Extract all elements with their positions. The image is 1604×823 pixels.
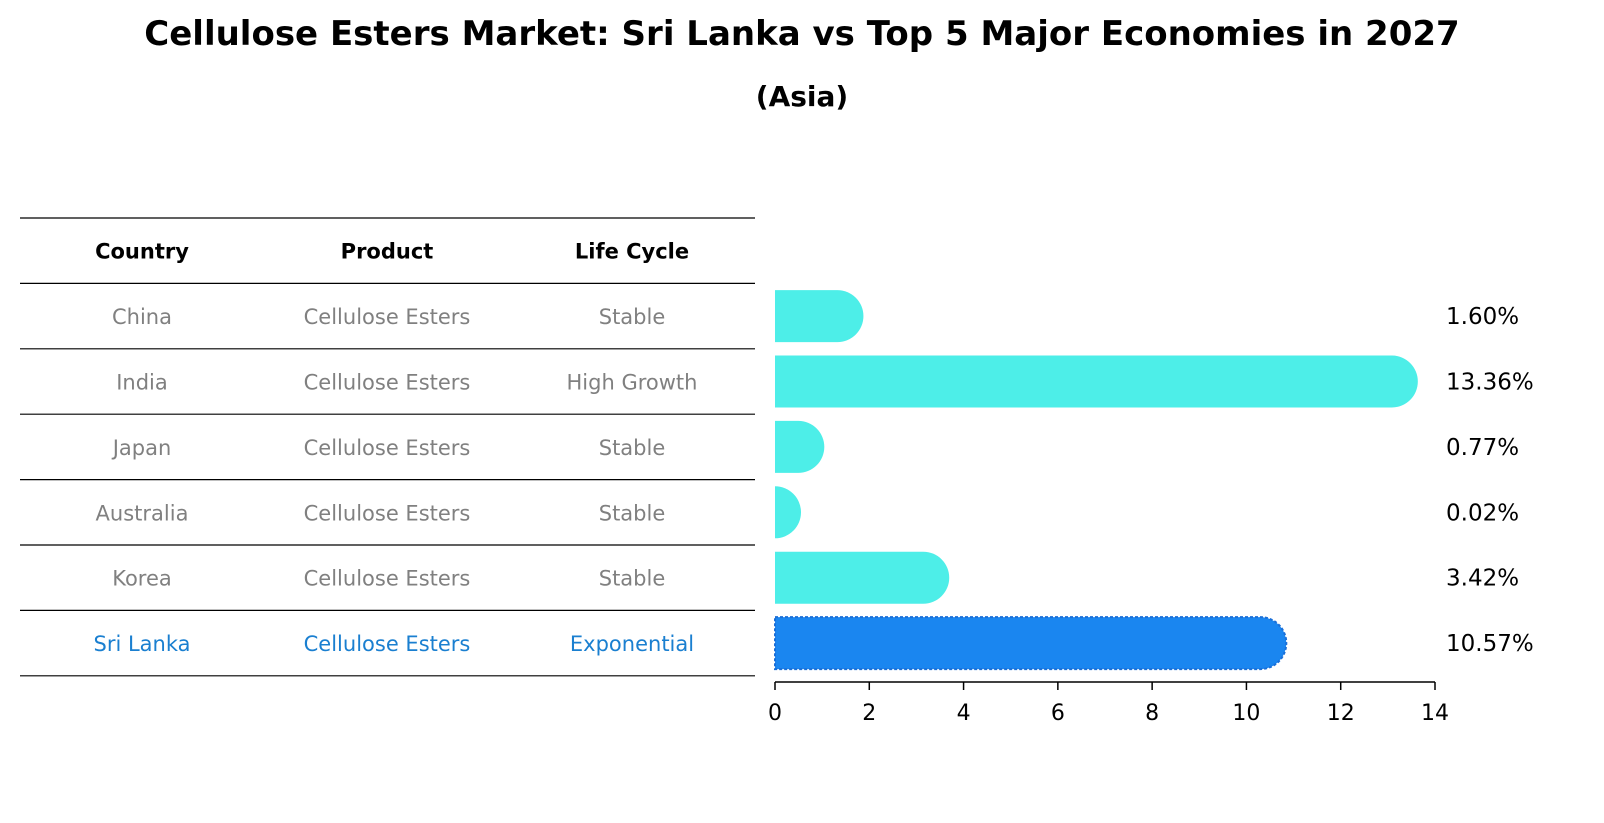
country-cell: China <box>112 305 172 329</box>
country-cell: Australia <box>96 501 189 525</box>
x-tick-label: 14 <box>1421 701 1449 726</box>
life-cycle-header: Life Cycle <box>575 240 689 264</box>
product-cell: Cellulose Esters <box>304 567 471 591</box>
x-tick-label: 12 <box>1327 701 1355 726</box>
life-cycle-cell: Stable <box>599 567 666 591</box>
chart-subtitle: (Asia) <box>755 80 849 113</box>
bar-australia <box>775 486 801 539</box>
product-cell: Cellulose Esters <box>304 501 471 525</box>
life-cycle-cell: High Growth <box>567 371 698 395</box>
bar-sri-lanka <box>774 616 1288 671</box>
chart-title: Cellulose Esters Market: Sri Lanka vs To… <box>144 14 1460 54</box>
value-label: 1.60% <box>1446 304 1519 330</box>
product-cell: Cellulose Esters <box>304 371 471 395</box>
product-cell: Cellulose Esters <box>304 632 471 656</box>
x-tick-label: 10 <box>1232 701 1260 726</box>
x-tick-label: 4 <box>957 701 971 726</box>
bar-korea <box>775 551 950 604</box>
life-cycle-cell: Stable <box>599 436 666 460</box>
value-label: 13.36% <box>1446 370 1534 396</box>
bar-india <box>775 355 1418 408</box>
life-cycle-cell: Exponential <box>570 632 694 656</box>
country-cell: India <box>116 371 168 395</box>
value-label: 0.02% <box>1446 500 1519 526</box>
country-cell: Sri Lanka <box>93 632 190 656</box>
x-tick-label: 2 <box>862 701 876 726</box>
product-header: Product <box>341 240 434 264</box>
bar-series <box>774 290 1418 671</box>
x-tick-label: 0 <box>768 701 782 726</box>
value-label: 10.57% <box>1446 631 1534 657</box>
value-label: 0.77% <box>1446 435 1519 461</box>
product-cell: Cellulose Esters <box>304 305 471 329</box>
life-cycle-cell: Stable <box>599 305 666 329</box>
x-axis: 0 2 4 6 8 10 12 14 <box>768 681 1449 726</box>
data-table: Country Product Life Cycle China Cellulose E… <box>20 217 755 677</box>
value-labels: 1.60% 13.36% 0.77% 0.02% 3.42% 10.57% <box>1446 304 1534 657</box>
country-cell: Japan <box>111 436 172 460</box>
life-cycle-cell: Stable <box>599 501 666 525</box>
value-label: 3.42% <box>1446 566 1519 592</box>
bar-china <box>775 290 864 343</box>
country-header: Country <box>95 240 189 264</box>
bar-japan <box>775 420 825 473</box>
country-cell: Korea <box>112 567 172 591</box>
x-tick-label: 6 <box>1051 701 1065 726</box>
product-cell: Cellulose Esters <box>304 436 471 460</box>
x-tick-label: 8 <box>1145 701 1159 726</box>
